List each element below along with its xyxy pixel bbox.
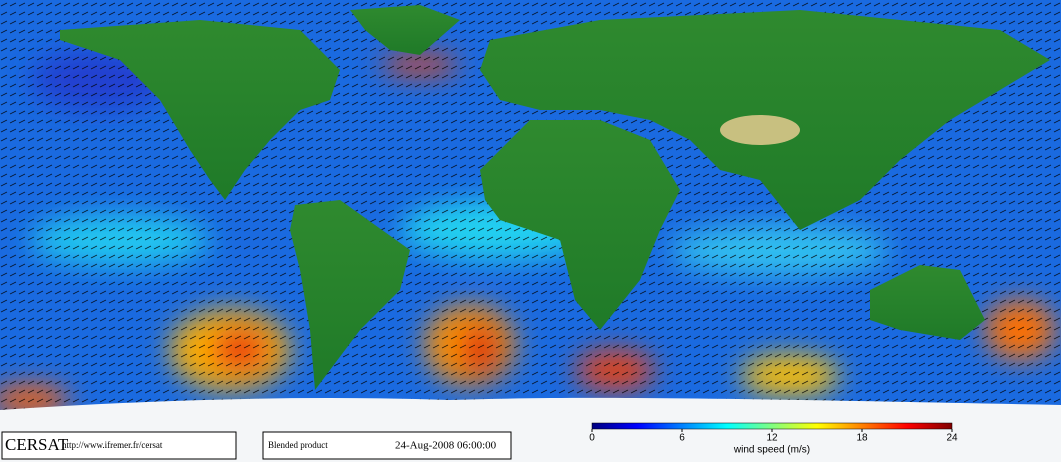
south-america bbox=[290, 200, 410, 390]
colorbar: 0 6 12 18 24 wind speed (m/s) bbox=[589, 422, 958, 456]
logo: CERSAT bbox=[5, 435, 69, 454]
land bbox=[60, 5, 1050, 390]
url: http://www.ifremer.fr/cersat bbox=[62, 440, 163, 450]
date: 24-Aug-2008 06:00:00 bbox=[395, 440, 497, 452]
north-america bbox=[60, 20, 340, 200]
colorbar-label: wind speed (m/s) bbox=[733, 445, 810, 456]
colorbar-tick-label: 12 bbox=[766, 433, 778, 444]
australia bbox=[870, 265, 985, 340]
product-box bbox=[262, 431, 512, 460]
colorbar-tick-label: 6 bbox=[679, 433, 685, 444]
colorbar-tick-label: 24 bbox=[946, 433, 958, 444]
colorbar-bar bbox=[591, 422, 953, 430]
product: Blended product bbox=[268, 440, 328, 450]
colorbar-tick-label: 0 bbox=[589, 433, 595, 444]
plateau bbox=[720, 115, 800, 145]
greenland bbox=[350, 5, 460, 55]
logo-box bbox=[1, 431, 237, 460]
colorbar-tick-label: 18 bbox=[856, 433, 868, 444]
africa bbox=[480, 120, 680, 330]
